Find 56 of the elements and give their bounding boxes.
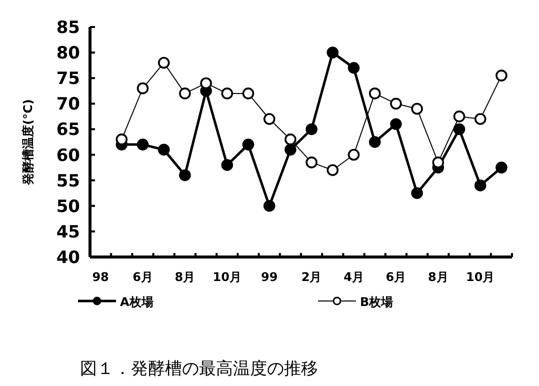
point (496, 162, 508, 174)
point (411, 102, 423, 115)
point (221, 159, 234, 171)
point (136, 138, 149, 150)
y-tick-label: 70 (56, 94, 80, 115)
point (242, 88, 254, 100)
x-tick-label: 10月 (466, 270, 495, 284)
point (284, 134, 296, 146)
point (326, 164, 339, 176)
y-tick-label: 85 (56, 18, 80, 38)
point (496, 70, 508, 82)
point (474, 113, 486, 125)
point (263, 200, 276, 212)
y-axis-title: 発酵槽温度(°C) (21, 99, 35, 186)
x-tick-label: 6月 (132, 270, 153, 284)
y-tick-label: 40 (56, 248, 80, 268)
y-tick-label: 65 (56, 120, 80, 140)
x-tick-label: 99 (261, 270, 278, 284)
point (453, 123, 466, 136)
legend-label: A枚場 (120, 295, 154, 309)
y-tick-label: 75 (56, 69, 80, 90)
point (348, 62, 360, 74)
text: 図１．発酵槽の最高温度の推移 (80, 359, 318, 379)
point (179, 88, 191, 100)
point (306, 156, 318, 168)
point (390, 118, 402, 130)
point (368, 136, 381, 148)
point (411, 187, 423, 200)
point (326, 46, 339, 58)
point (158, 56, 170, 69)
point (179, 169, 191, 182)
point (390, 98, 402, 110)
point (136, 82, 149, 94)
x-tick-label: 8月 (174, 270, 196, 284)
legend-label: B枚場 (360, 295, 394, 309)
y-tick-label: 60 (56, 146, 80, 166)
x-tick-label: 10月 (212, 270, 242, 284)
y-tick-label: 50 (56, 196, 80, 217)
point (306, 123, 318, 136)
y-tick-label: 45 (56, 222, 80, 242)
point (284, 144, 296, 156)
x-tick-label: 2月 (301, 270, 322, 284)
point (453, 110, 466, 122)
point (263, 113, 276, 125)
y-tick-label: 55 (56, 171, 80, 192)
x-tick-label: 4月 (344, 270, 364, 284)
x-tick-label: 98 (92, 270, 109, 284)
point (221, 88, 234, 100)
point (474, 180, 486, 192)
x-tick-label: 8月 (428, 270, 448, 284)
x-tick-label: 6月 (386, 270, 406, 284)
point (368, 88, 381, 100)
y-tick-label: 80 (56, 44, 80, 64)
point (242, 138, 254, 150)
point (348, 148, 360, 161)
point (158, 144, 170, 156)
